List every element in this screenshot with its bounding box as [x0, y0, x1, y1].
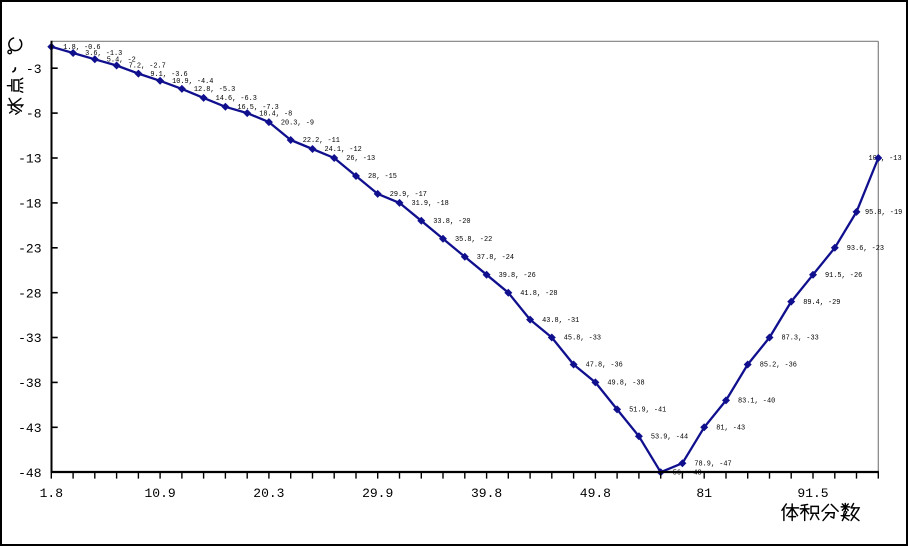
- svg-text:37.8, -24: 37.8, -24: [477, 254, 514, 262]
- svg-text:53.9, -44: 53.9, -44: [651, 434, 688, 442]
- svg-text:47.8, -36: 47.8, -36: [586, 362, 623, 370]
- svg-text:49.8, -38: 49.8, -38: [607, 380, 644, 388]
- svg-text:81: 81: [696, 486, 712, 501]
- svg-text:29.9, -17: 29.9, -17: [390, 191, 427, 199]
- svg-text:-23: -23: [18, 241, 41, 256]
- svg-text:-28: -28: [18, 286, 41, 301]
- svg-text:28, -15: 28, -15: [368, 173, 397, 181]
- svg-text:-33: -33: [18, 331, 41, 346]
- svg-text:-8: -8: [26, 107, 42, 122]
- svg-text:81, -43: 81, -43: [716, 425, 745, 433]
- svg-text:87.3, -33: 87.3, -33: [782, 335, 819, 343]
- svg-text:31.9, -18: 31.9, -18: [412, 200, 449, 208]
- svg-text:29.9: 29.9: [362, 486, 393, 501]
- svg-text:45.8, -33: 45.8, -33: [564, 335, 601, 343]
- svg-text:83.1, -40: 83.1, -40: [738, 398, 775, 406]
- svg-text:22.2, -11: 22.2, -11: [303, 137, 340, 145]
- svg-text:33.8, -20: 33.8, -20: [433, 218, 470, 226]
- svg-text:1.8, -0.6: 1.8, -0.6: [63, 44, 100, 52]
- svg-text:24.1, -12: 24.1, -12: [325, 146, 362, 154]
- svg-text:-3: -3: [26, 62, 42, 77]
- svg-text:7.2, -2.7: 7.2, -2.7: [129, 63, 166, 71]
- svg-text:-13: -13: [18, 152, 41, 167]
- svg-text:35.8, -22: 35.8, -22: [455, 236, 492, 244]
- svg-text:3.6, -1.3: 3.6, -1.3: [85, 50, 122, 58]
- svg-text:14.6, -6.3: 14.6, -6.3: [216, 95, 257, 103]
- svg-text:95.8, -19: 95.8, -19: [865, 209, 902, 217]
- svg-text:93.6, -23: 93.6, -23: [847, 245, 884, 253]
- svg-text:20.3, -9: 20.3, -9: [281, 119, 314, 127]
- svg-text:18.4, -8: 18.4, -8: [259, 110, 292, 118]
- svg-text:78.9, -47: 78.9, -47: [694, 460, 731, 468]
- svg-text:39.8: 39.8: [471, 486, 502, 501]
- svg-text:39.8, -26: 39.8, -26: [499, 272, 536, 280]
- svg-text:51.9, -41: 51.9, -41: [629, 407, 666, 415]
- svg-text:41.8, -28: 41.8, -28: [520, 290, 557, 298]
- svg-text:85.2, -36: 85.2, -36: [760, 362, 797, 370]
- svg-text:91.5, -26: 91.5, -26: [825, 272, 862, 280]
- svg-text:100, -13: 100, -13: [869, 155, 902, 163]
- svg-text:10.9: 10.9: [144, 486, 175, 501]
- svg-text:-48: -48: [18, 466, 41, 481]
- svg-text:89.4, -29: 89.4, -29: [803, 299, 840, 307]
- svg-text:9.1, -3.6: 9.1, -3.6: [150, 71, 187, 79]
- svg-text:16.5, -7.3: 16.5, -7.3: [237, 104, 278, 112]
- svg-text:91.5: 91.5: [797, 486, 828, 501]
- svg-text:5.4, -2: 5.4, -2: [107, 57, 136, 65]
- svg-text:26, -13: 26, -13: [346, 155, 375, 163]
- svg-text:-38: -38: [18, 376, 41, 391]
- svg-text:49.8: 49.8: [580, 486, 611, 501]
- svg-text:56, -48: 56, -48: [673, 469, 702, 477]
- svg-text:43.8, -31: 43.8, -31: [542, 317, 579, 325]
- svg-text:1.8: 1.8: [40, 486, 63, 501]
- svg-text:-43: -43: [18, 421, 41, 436]
- svg-text:20.3: 20.3: [253, 486, 284, 501]
- svg-text:12.8, -5.3: 12.8, -5.3: [194, 86, 235, 94]
- svg-text:10.9, -4.4: 10.9, -4.4: [172, 78, 213, 86]
- svg-text:-18: -18: [18, 197, 41, 212]
